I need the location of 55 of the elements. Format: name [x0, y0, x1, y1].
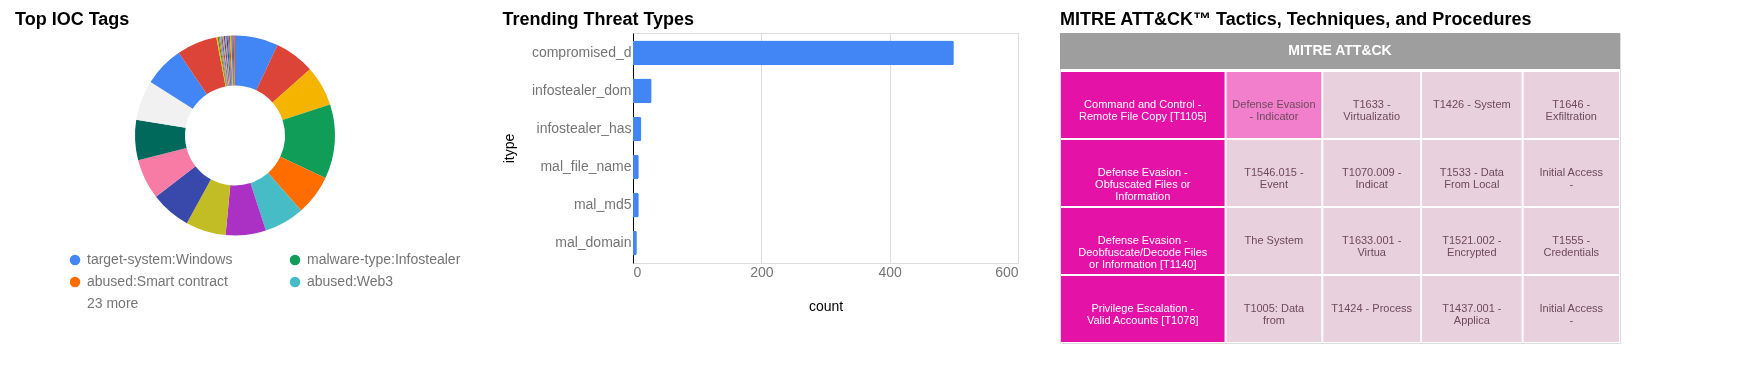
- x-axis-title: count: [808, 297, 844, 314]
- donut-slice: [135, 119, 187, 161]
- text: 23 more: [87, 295, 139, 311]
- category-label: Initial Access -: [1539, 166, 1604, 190]
- donut-slice: [136, 81, 193, 128]
- y-tick-label: compromised_d: [531, 43, 632, 60]
- text: MITRE ATT&CK™ Tactics, Techniques, and Procedures: [1060, 9, 1532, 29]
- category-label: T1533 - Data From Local: [1439, 166, 1505, 190]
- donut-slice: [272, 69, 331, 121]
- y-tick-label: mal_file_name: [540, 158, 632, 175]
- donut-slice: [268, 156, 326, 211]
- x-tick-label: 0: [633, 263, 642, 280]
- legend-label: malware-type:Infostealer: [307, 251, 461, 267]
- category-label: T1521.002 - Encrypted: [1442, 234, 1502, 258]
- donut-slice: [178, 37, 226, 95]
- category-label: Defense Evasion - Deobfuscate/Decode Files or Information [T1140]: [1078, 234, 1208, 270]
- category-label: T1437.001 - Applica: [1442, 302, 1502, 326]
- legend-label: target-system:Windows: [87, 251, 233, 267]
- donut-slice: [280, 104, 335, 179]
- category-label: T1426 - System: [1433, 98, 1511, 110]
- donut-slice: [155, 166, 211, 224]
- donut-slice: [235, 35, 278, 91]
- x-tick-label: 600: [995, 263, 1019, 280]
- category-label: Defense Evasion - Obfuscated Files or Information: [1095, 166, 1191, 202]
- chart-title: Top IOC Tags: [15, 9, 130, 29]
- category-label: Initial Access -: [1539, 302, 1604, 326]
- x-tick-label: 400: [878, 263, 903, 280]
- category-label: T1546.015 - Event: [1244, 166, 1304, 190]
- donut-slice: [250, 173, 302, 231]
- category-label: T1070.009 - Indicat: [1342, 166, 1402, 190]
- legend-label: abused:Web3: [307, 273, 394, 289]
- category-label: Privilege Escalation - Valid Accounts [T1078]: [1086, 302, 1199, 326]
- donut-slice: [150, 52, 207, 109]
- category-label: T1633 - Virtualizatio: [1343, 98, 1401, 122]
- chart-title: Trending Threat Types: [502, 9, 695, 29]
- legend-label: abused:Smart contract: [87, 273, 228, 289]
- donut-slice: [138, 147, 196, 197]
- y-tick-label: infostealer_dom: [531, 81, 632, 98]
- y-axis-title: itype: [500, 133, 517, 164]
- y-tick-label: mal_md5: [573, 196, 632, 213]
- y-tick-label: mal_domain: [555, 234, 632, 251]
- category-label: Defense Evasion - Indicator: [1232, 98, 1316, 122]
- donut-slice: [186, 179, 231, 236]
- category-label: T1646 - Exfiltration: [1545, 98, 1597, 122]
- category-label: T1555 - Credentials: [1543, 234, 1600, 258]
- x-tick-label: 200: [750, 263, 774, 280]
- y-tick-label: infostealer_has: [536, 119, 632, 136]
- category-label: T1005: Data from: [1243, 302, 1306, 326]
- category-label: The System: [1244, 234, 1304, 246]
- donut-slice: [225, 183, 266, 236]
- category-label: T1633.001 - Virtua: [1342, 234, 1402, 258]
- text: MITRE ATT&CK: [1288, 42, 1392, 58]
- category-label: T1424 - Process: [1331, 302, 1413, 314]
- donut-slice: [256, 45, 311, 103]
- category-label: Command and Control - Remote File Copy [T1105]: [1078, 98, 1207, 122]
